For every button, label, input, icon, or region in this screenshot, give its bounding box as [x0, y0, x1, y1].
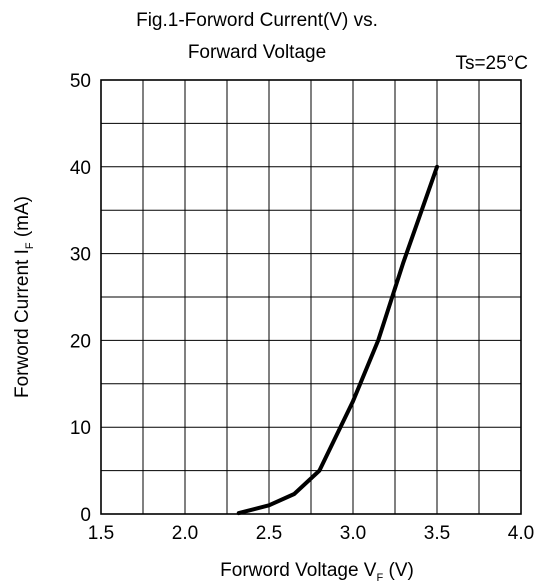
- chart-title-line2: Forward Voltage: [188, 42, 326, 63]
- y-axis-label-main: Forword Current I: [12, 249, 33, 398]
- x-tick-label: 2.5: [256, 523, 282, 544]
- y-tick-label: 30: [70, 245, 91, 266]
- y-tick-label: 0: [80, 505, 91, 526]
- x-axis-label-unit: (V): [383, 560, 414, 581]
- y-axis-label-sub: F: [24, 242, 36, 249]
- y-tick-label: 10: [70, 418, 91, 439]
- y-tick-label: 20: [70, 331, 91, 352]
- plot-frame: [100, 79, 522, 515]
- y-axis-label-unit: (mA): [12, 196, 33, 242]
- grid: [101, 80, 521, 514]
- condition-label: Ts=25°C: [455, 53, 528, 74]
- tick-labels: 1.5 2.0 2.5 3.0 3.5 4.0 0 10 20 30 40 50: [70, 71, 534, 544]
- x-tick-label: 4.0: [508, 523, 534, 544]
- y-axis-label: Forword Current IF (mA): [12, 196, 36, 398]
- series-line: [236, 164, 439, 516]
- chart-title-line1: Fig.1-Forword Current(V) vs.: [136, 10, 378, 31]
- x-tick-label: 1.5: [88, 523, 114, 544]
- y-tick-label: 40: [70, 158, 91, 179]
- x-tick-label: 3.5: [424, 523, 450, 544]
- y-tick-label: 50: [70, 71, 91, 92]
- x-tick-label: 2.0: [172, 523, 198, 544]
- x-axis-label-sub: F: [376, 572, 383, 584]
- x-axis-label: Forword Voltage VF (V): [220, 560, 414, 584]
- x-tick-label: 3.0: [340, 523, 366, 544]
- series-group: [236, 164, 439, 516]
- x-axis-label-main: Forword Voltage V: [220, 560, 377, 581]
